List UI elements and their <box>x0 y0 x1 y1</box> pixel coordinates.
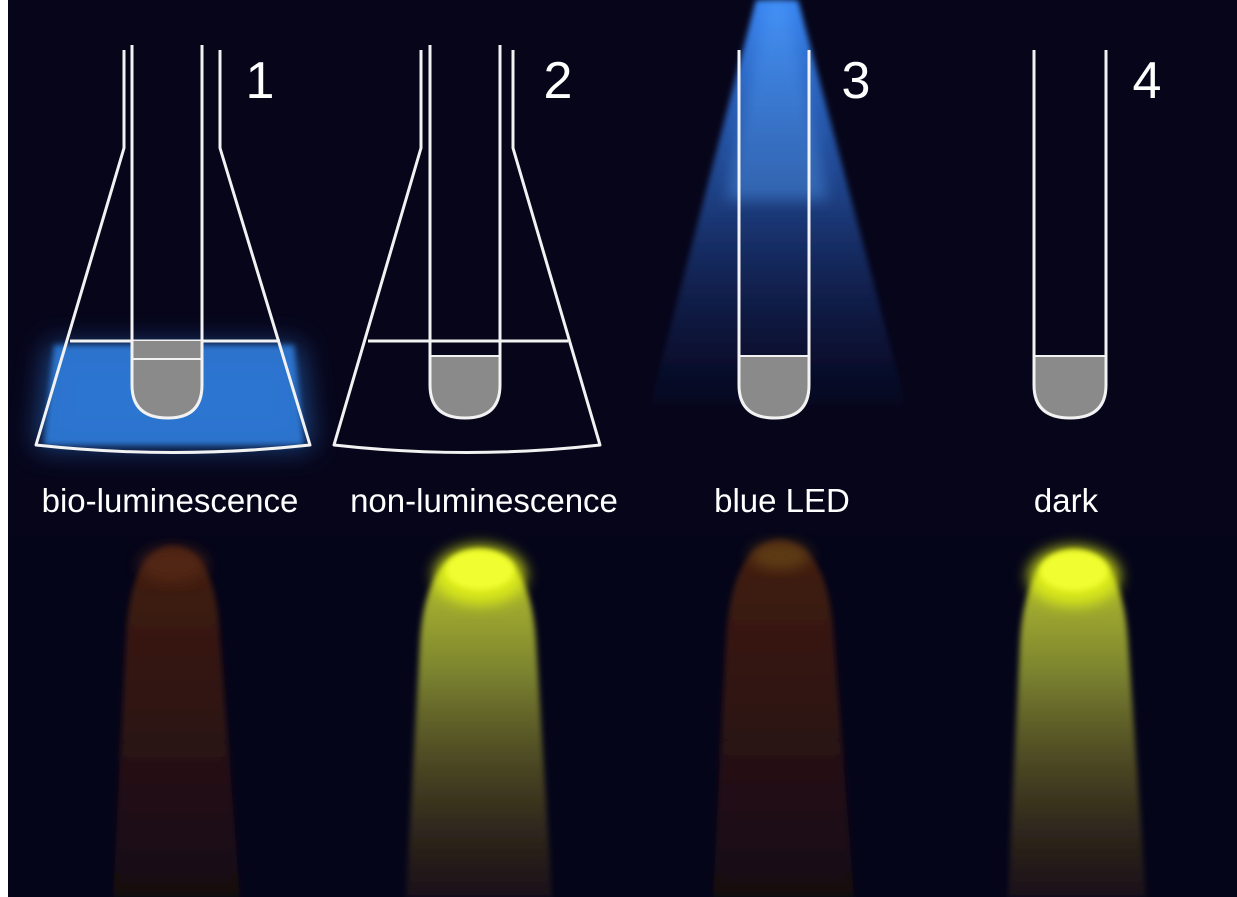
panel-caption-2: non-luminescence <box>350 482 618 519</box>
panel-2 <box>332 45 602 454</box>
erlenmeyer-flask-icon <box>332 50 602 454</box>
photo-tube-2 <box>406 545 552 897</box>
panel-number-1: 1 <box>246 52 275 110</box>
photo-tube-3 <box>713 540 854 897</box>
photo-strip <box>8 535 1237 897</box>
panel-1 <box>34 45 312 454</box>
panel-number-2: 2 <box>544 52 573 110</box>
photo-tube-1 <box>113 546 240 897</box>
panel-3 <box>650 0 906 420</box>
test-tube-icon <box>737 50 811 420</box>
photo-tube-4 <box>1008 546 1146 897</box>
panel-number-3: 3 <box>842 52 871 110</box>
bioluminescence-experiment-figure: 1 2 3 4 bio-luminescence non-luminescenc… <box>8 0 1237 897</box>
test-tube-icon <box>428 45 502 420</box>
figure-canvas: 1 2 3 4 bio-luminescence non-luminescenc… <box>8 0 1237 897</box>
panel-number-4: 4 <box>1133 52 1162 110</box>
blue-led-beam-icon <box>650 0 906 405</box>
panel-caption-4: dark <box>1034 482 1099 519</box>
test-tube-icon <box>130 45 204 420</box>
panel-caption-3: blue LED <box>714 482 850 519</box>
test-tube-icon <box>1032 50 1108 420</box>
panel-4 <box>1032 50 1108 420</box>
panel-caption-1: bio-luminescence <box>42 482 299 519</box>
